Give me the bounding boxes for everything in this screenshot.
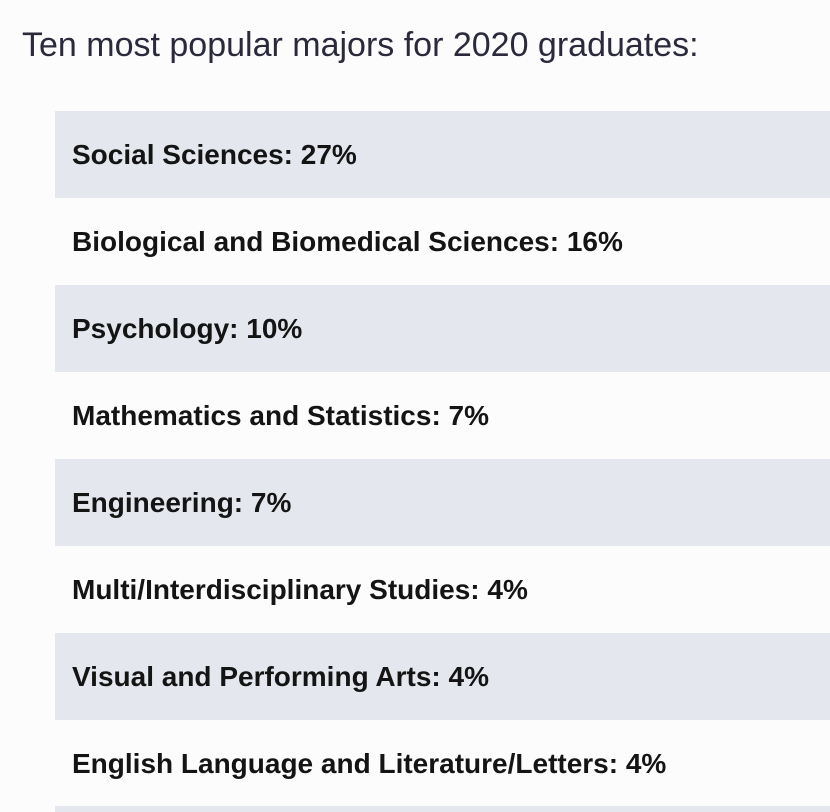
title: Ten most popular majors for 2020 graduat… (22, 26, 699, 64)
list-row-partial (55, 806, 830, 812)
list-item: Multi/Interdisciplinary Studies: 4% (72, 573, 528, 605)
majors-list: Social Sciences: 27% Biological and Biome… (55, 111, 830, 807)
list-item: English Language and Literature/Letters:… (72, 747, 667, 779)
list-item: Visual and Performing Arts: 4% (55, 633, 830, 720)
list-item: Engineering: 7% (55, 459, 830, 546)
list-item: Mathematics and Statistics: 7% (72, 399, 490, 431)
list-item: Biological and Biomedical Sciences: 16% (72, 225, 623, 257)
list-item: Psychology: 10% (55, 285, 830, 372)
list-item: Social Sciences: 27% (55, 111, 830, 198)
